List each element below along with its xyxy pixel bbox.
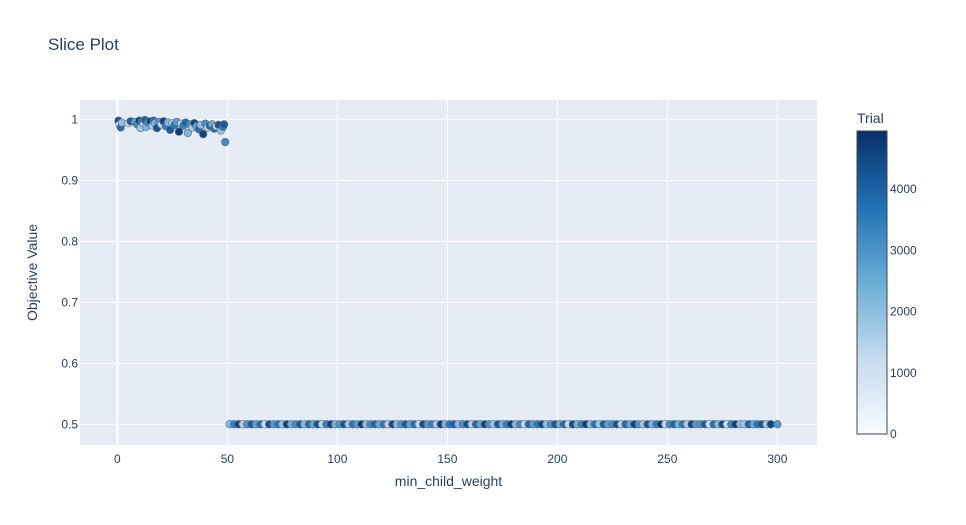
x-tick-labels: 0 50 100 150 200 250 300 (114, 452, 788, 466)
y-tick-label: 0.5 (61, 417, 78, 431)
trial-point (220, 120, 229, 129)
y-tick-labels: 0.5 0.6 0.7 0.8 0.9 1 (61, 113, 78, 432)
trial-point (773, 420, 782, 429)
trial-point (199, 130, 208, 139)
y-tick-label: 0.8 (61, 234, 78, 248)
y-axis-title: Objective Value (24, 224, 40, 321)
colorbar-title: Trial (857, 110, 884, 126)
x-axis-title: min_child_weight (395, 473, 503, 489)
trial-point (221, 137, 230, 147)
x-tick-label: 250 (657, 452, 677, 466)
colorbar-tick-label: 4000 (890, 182, 917, 196)
colorbar-tick-label: 1000 (890, 366, 917, 380)
x-tick-label: 50 (221, 452, 235, 466)
trial-point (183, 128, 192, 138)
x-tick-label: 0 (114, 452, 121, 466)
y-tick-label: 0.7 (61, 295, 78, 309)
plot-area (80, 100, 817, 445)
colorbar (856, 130, 888, 435)
colorbar-tick-label: 3000 (890, 243, 917, 257)
x-tick-label: 100 (327, 452, 347, 466)
y-tick-label: 0.9 (61, 173, 78, 187)
gridlines (80, 100, 817, 445)
chart-title: Slice Plot (48, 35, 119, 54)
x-tick-label: 200 (547, 452, 567, 466)
x-tick-label: 150 (437, 452, 457, 466)
colorbar-tick-labels: 0 1000 2000 3000 4000 (890, 182, 917, 441)
y-tick-label: 0.6 (61, 356, 78, 370)
trial-point (174, 127, 184, 136)
x-tick-label: 300 (767, 452, 787, 466)
colorbar-tick-label: 0 (890, 427, 897, 441)
colorbar-tick-label: 2000 (890, 305, 917, 319)
data-points (114, 116, 782, 429)
y-tick-label: 1 (71, 113, 78, 127)
